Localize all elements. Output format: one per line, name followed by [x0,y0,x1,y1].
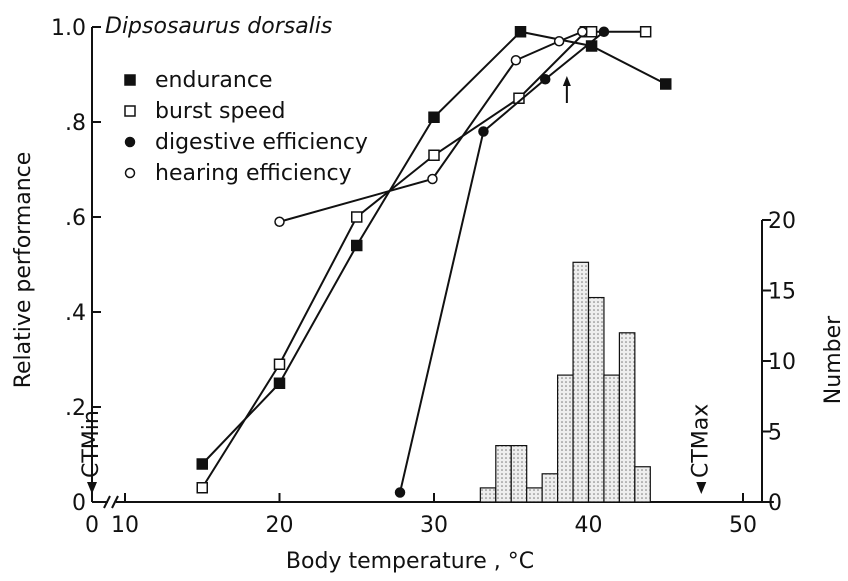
y-tick-label: .8 [65,111,86,136]
marker [274,216,285,227]
marker [660,78,672,90]
x-tick-label: 40 [575,513,603,538]
marker [351,211,363,223]
marker [273,358,286,370]
marker [351,239,363,252]
marker [394,487,406,498]
marker [514,26,527,38]
x-tick-label: 0 [85,513,99,538]
x-axis-label: Body temperature , °C [286,549,534,574]
histogram-bar [495,445,512,503]
marker [585,26,598,38]
histogram-bar [634,466,651,503]
y2-tick-label: 5 [768,421,782,446]
y2-tick-label: 20 [768,209,796,234]
marker [577,26,588,37]
x-tick-label: 30 [420,513,448,538]
annotation-arrow [87,482,97,494]
axis-break [103,495,111,509]
y-tick-label: .4 [65,301,86,326]
series-line [399,30,605,493]
x-tick-label: 20 [266,513,294,538]
legend-marker [124,136,136,148]
series-line [279,30,583,223]
histogram-bar [618,332,636,503]
marker [427,173,438,185]
marker [196,458,208,470]
marker [553,36,565,47]
marker [428,111,440,123]
annotation-arrow [696,482,707,494]
marker [639,26,652,38]
y-tick-label: 0 [72,491,86,516]
annotation: CTMax [688,404,713,478]
marker [598,26,610,37]
marker [196,482,208,494]
legend-label: burst speed [155,99,286,124]
histogram-bar [603,374,621,503]
y-axis-label: Relative performance [11,152,36,389]
legend-marker [124,74,136,86]
marker [478,126,489,137]
y2-tick-label: 0 [768,491,782,516]
legend-label: digestive efficiency [155,130,368,155]
x-tick-label: 10 [111,513,139,538]
legend-marker [124,105,136,117]
legend-marker [124,167,136,179]
chart-title: Dipsosaurus dorsalis [105,14,332,39]
legend-label: hearing efficiency [155,161,352,186]
y-tick-label: 1.0 [51,16,86,41]
histogram-bar [541,473,559,503]
x-tick-label: 50 [729,513,757,538]
histogram-bar [526,487,543,503]
histogram-bar [510,445,528,503]
legend-label: endurance [155,68,273,93]
y2-tick-label: 15 [768,280,796,305]
optimum-arrow-head [562,76,571,86]
y-tick-label: .2 [65,396,86,421]
marker [539,74,551,85]
annotation: CTMin [79,410,104,478]
histogram-bar [479,487,497,503]
y-tick-label: .6 [65,206,86,231]
histogram-bar [587,296,605,503]
marker [510,55,522,66]
y2-tick-label: 10 [768,350,796,375]
axis-break [111,495,119,509]
marker [428,149,440,161]
histogram-bar [556,374,574,503]
histogram-bar [572,261,590,503]
marker [273,377,286,389]
y2-axis-label: Number [821,315,846,404]
